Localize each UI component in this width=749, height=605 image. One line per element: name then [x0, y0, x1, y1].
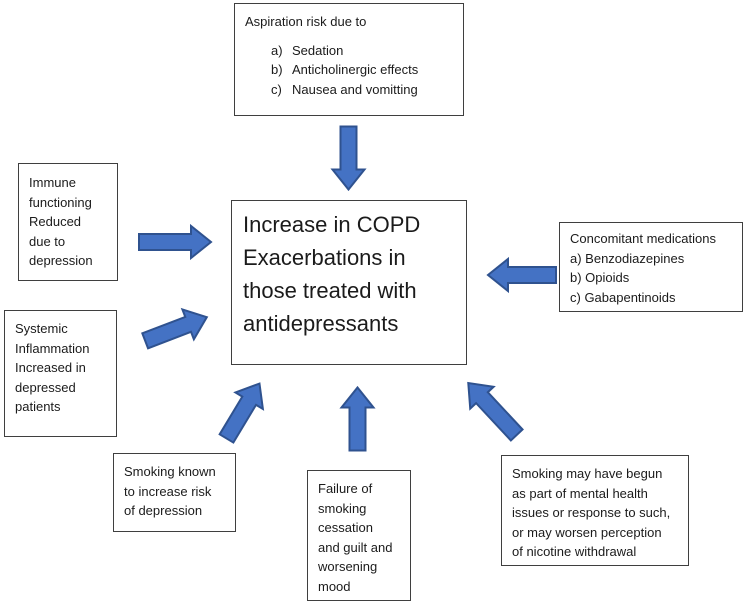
box-concomitant-medications: Concomitant medications a) Benzodiazepin… — [559, 222, 743, 312]
item-text: Sedation — [292, 42, 344, 58]
arrow-smoking-depression-to-center-icon — [218, 382, 265, 444]
arrow-smoking-cessation-to-center-icon — [339, 385, 376, 452]
item-marker: a) — [271, 42, 283, 58]
arrow-smoking-origin-to-center-icon — [467, 381, 524, 442]
box-smoking-cessation-failure: Failure of smoking cessation and guilt a… — [307, 470, 411, 601]
box-aspiration-risk: Aspiration risk due to a) Sedation b) An… — [234, 3, 464, 116]
item-text: Nausea and vomitting — [292, 81, 418, 97]
arrow-immune-to-center-icon — [138, 223, 213, 261]
concomitant-list: a) Benzodiazepines b) Opioids c) Gabapen… — [570, 250, 685, 305]
box-systemic-inflammation: Systemic Inflammation Increased in depre… — [4, 310, 117, 437]
box-immune-functioning: Immune functioning Reduced due to depres… — [18, 163, 118, 281]
list-item: a) Sedation — [271, 41, 453, 61]
arrow-concomitant-to-center-icon — [486, 256, 557, 294]
item-marker: c) — [271, 81, 282, 97]
box-smoking-origin: Smoking may have begun as part of mental… — [501, 455, 689, 566]
box-center-copd-exacerbations: Increase in COPD Exacerbations in those … — [231, 200, 467, 365]
arrow-systemic-to-center-icon — [141, 307, 209, 350]
item-text: Anticholinergic effects — [292, 62, 419, 77]
concomitant-title: Concomitant medications — [570, 231, 716, 246]
aspiration-list: a) Sedation b) Anticholinergic effects c… — [271, 41, 453, 100]
arrow-aspiration-to-center-icon — [330, 125, 367, 192]
list-item: b) Anticholinergic effects — [271, 60, 453, 80]
list-item: c) Nausea and vomitting — [271, 80, 453, 100]
box-smoking-depression: Smoking known to increase risk of depres… — [113, 453, 236, 532]
item-marker: b) — [271, 62, 283, 77]
aspiration-title: Aspiration risk due to — [245, 14, 367, 29]
